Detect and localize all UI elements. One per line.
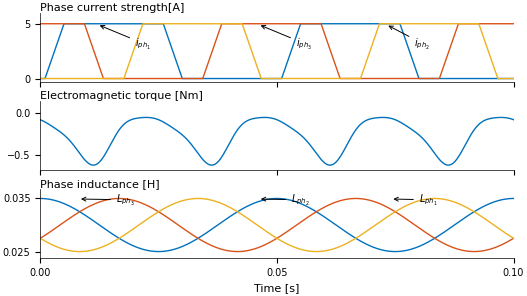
Text: Phase current strength[A]: Phase current strength[A] (40, 3, 184, 13)
Text: $L_{ph_3}$: $L_{ph_3}$ (82, 192, 134, 207)
Text: Phase inductance [H]: Phase inductance [H] (40, 179, 160, 189)
Text: $L_{ph_2}$: $L_{ph_2}$ (262, 192, 310, 207)
Text: $L_{ph_1}$: $L_{ph_1}$ (394, 192, 437, 207)
Text: $i_{ph_3}$: $i_{ph_3}$ (261, 25, 312, 51)
Text: $i_{ph_1}$: $i_{ph_1}$ (101, 25, 151, 51)
Text: Electromagnetic torque [Nm]: Electromagnetic torque [Nm] (40, 91, 203, 101)
X-axis label: Time [s]: Time [s] (254, 283, 299, 293)
Text: $i_{ph_2}$: $i_{ph_2}$ (389, 26, 430, 51)
